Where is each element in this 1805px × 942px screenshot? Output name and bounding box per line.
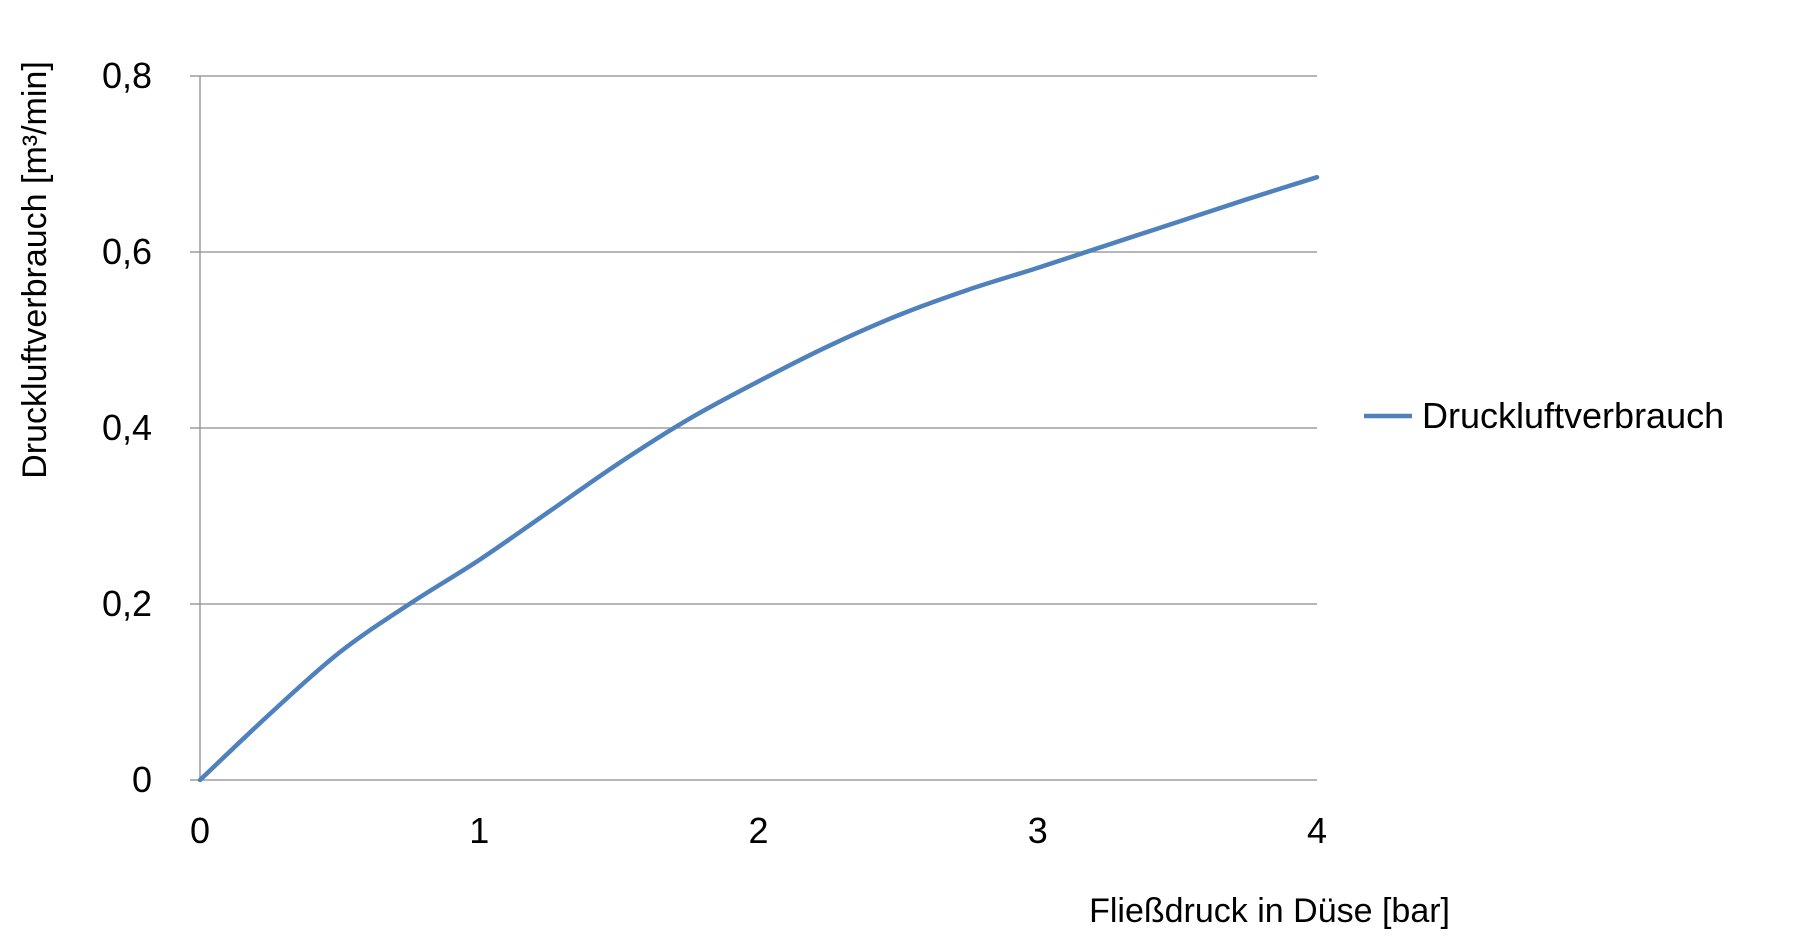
y-tick-label: 0,8	[102, 55, 152, 96]
series-line-druckluftverbrauch	[197, 174, 1320, 783]
x-axis-title: Fließdruck in Düse [bar]	[1089, 892, 1450, 930]
x-tick-label: 4	[1307, 810, 1327, 851]
tick-labels: 0 0,2 0,4 0,6 0,8 0 1 2 3 4	[102, 55, 1327, 851]
gridlines	[200, 75, 1317, 605]
legend: Druckluftverbrauch	[1364, 395, 1724, 436]
y-tick-label: 0,2	[102, 583, 152, 624]
y-tick-label: 0,4	[102, 407, 152, 448]
y-tick-label: 0,6	[102, 231, 152, 272]
x-tick-label: 2	[748, 810, 768, 851]
legend-label: Druckluftverbrauch	[1422, 395, 1724, 436]
y-tick-label: 0	[132, 759, 152, 800]
x-tick-label: 1	[469, 810, 489, 851]
x-tick-label: 3	[1028, 810, 1048, 851]
x-tick-label: 0	[190, 810, 210, 851]
y-axis-title: Druckluftverbrauch [m³/min]	[16, 61, 54, 479]
axes	[190, 75, 1317, 781]
series-lines	[197, 174, 1320, 783]
